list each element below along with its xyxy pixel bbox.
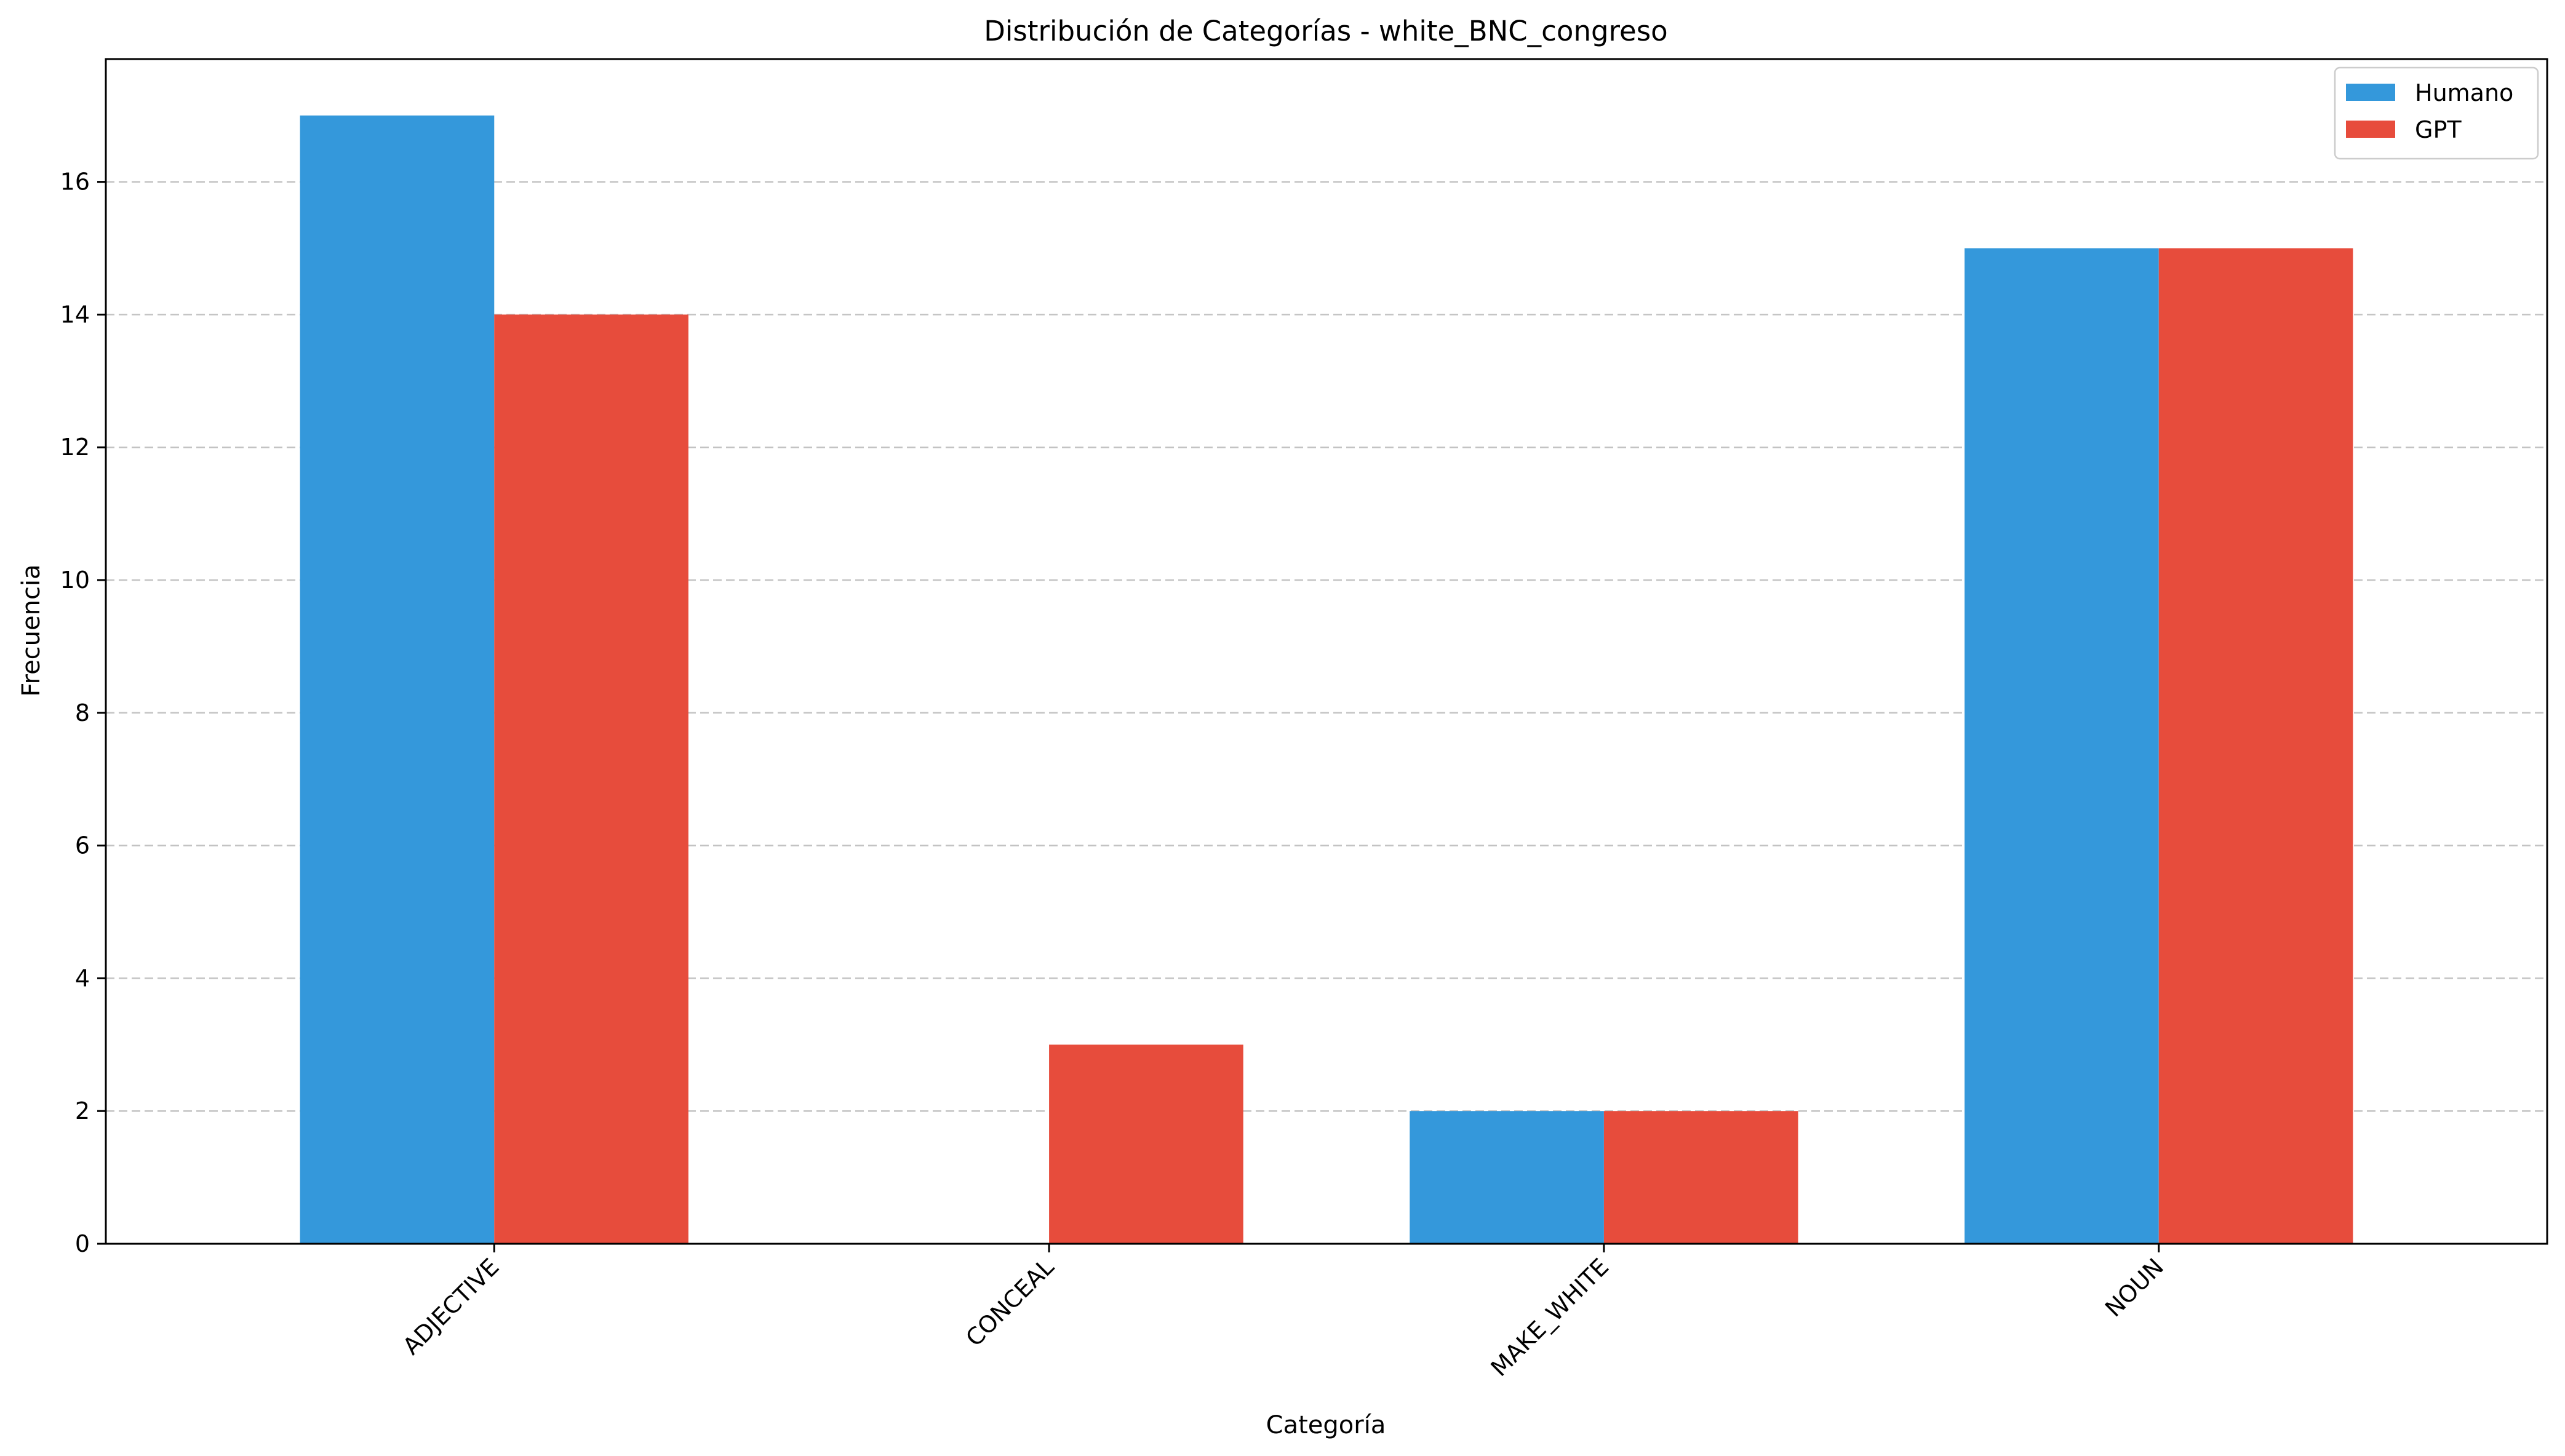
- bar-gpt-adjective: [494, 314, 688, 1244]
- y-tick-label: 16: [60, 169, 90, 196]
- y-axis-label: Frecuencia: [17, 564, 46, 696]
- y-tick-label: 10: [60, 567, 90, 594]
- x-tick-label: MAKE_WHITE: [1485, 1253, 1614, 1382]
- y-tick-label: 14: [60, 301, 90, 328]
- legend-swatch-gpt: [2346, 121, 2395, 138]
- bar-humano-make_white: [1410, 1111, 1604, 1244]
- bar-gpt-make_white: [1603, 1111, 1798, 1244]
- y-tick-label: 2: [75, 1097, 90, 1124]
- x-tick-label: CONCEAL: [960, 1253, 1059, 1351]
- y-tick-label: 0: [75, 1230, 90, 1257]
- x-axis-label: Categoría: [1266, 1411, 1386, 1439]
- x-tick-label: NOUN: [2100, 1253, 2169, 1322]
- legend-label-humano: Humano: [2415, 79, 2513, 106]
- bar-gpt-noun: [2158, 248, 2353, 1244]
- y-tick-label: 6: [75, 832, 90, 859]
- bar-gpt-conceal: [1049, 1044, 1243, 1244]
- y-tick-label: 12: [60, 434, 90, 461]
- legend: Humano GPT: [2334, 66, 2539, 160]
- plot-frame: [105, 58, 2548, 1245]
- bar-humano-noun: [1965, 248, 2159, 1244]
- legend-swatch-humano: [2346, 84, 2395, 101]
- legend-label-gpt: GPT: [2415, 116, 2462, 143]
- x-tick-label: ADJECTIVE: [397, 1253, 505, 1360]
- y-tick-label: 4: [75, 965, 90, 992]
- chart-title: Distribución de Categorías - white_BNC_c…: [984, 15, 1667, 47]
- y-tick-label: 8: [75, 699, 90, 726]
- bar-humano-adjective: [300, 115, 495, 1244]
- bars: [300, 115, 2353, 1244]
